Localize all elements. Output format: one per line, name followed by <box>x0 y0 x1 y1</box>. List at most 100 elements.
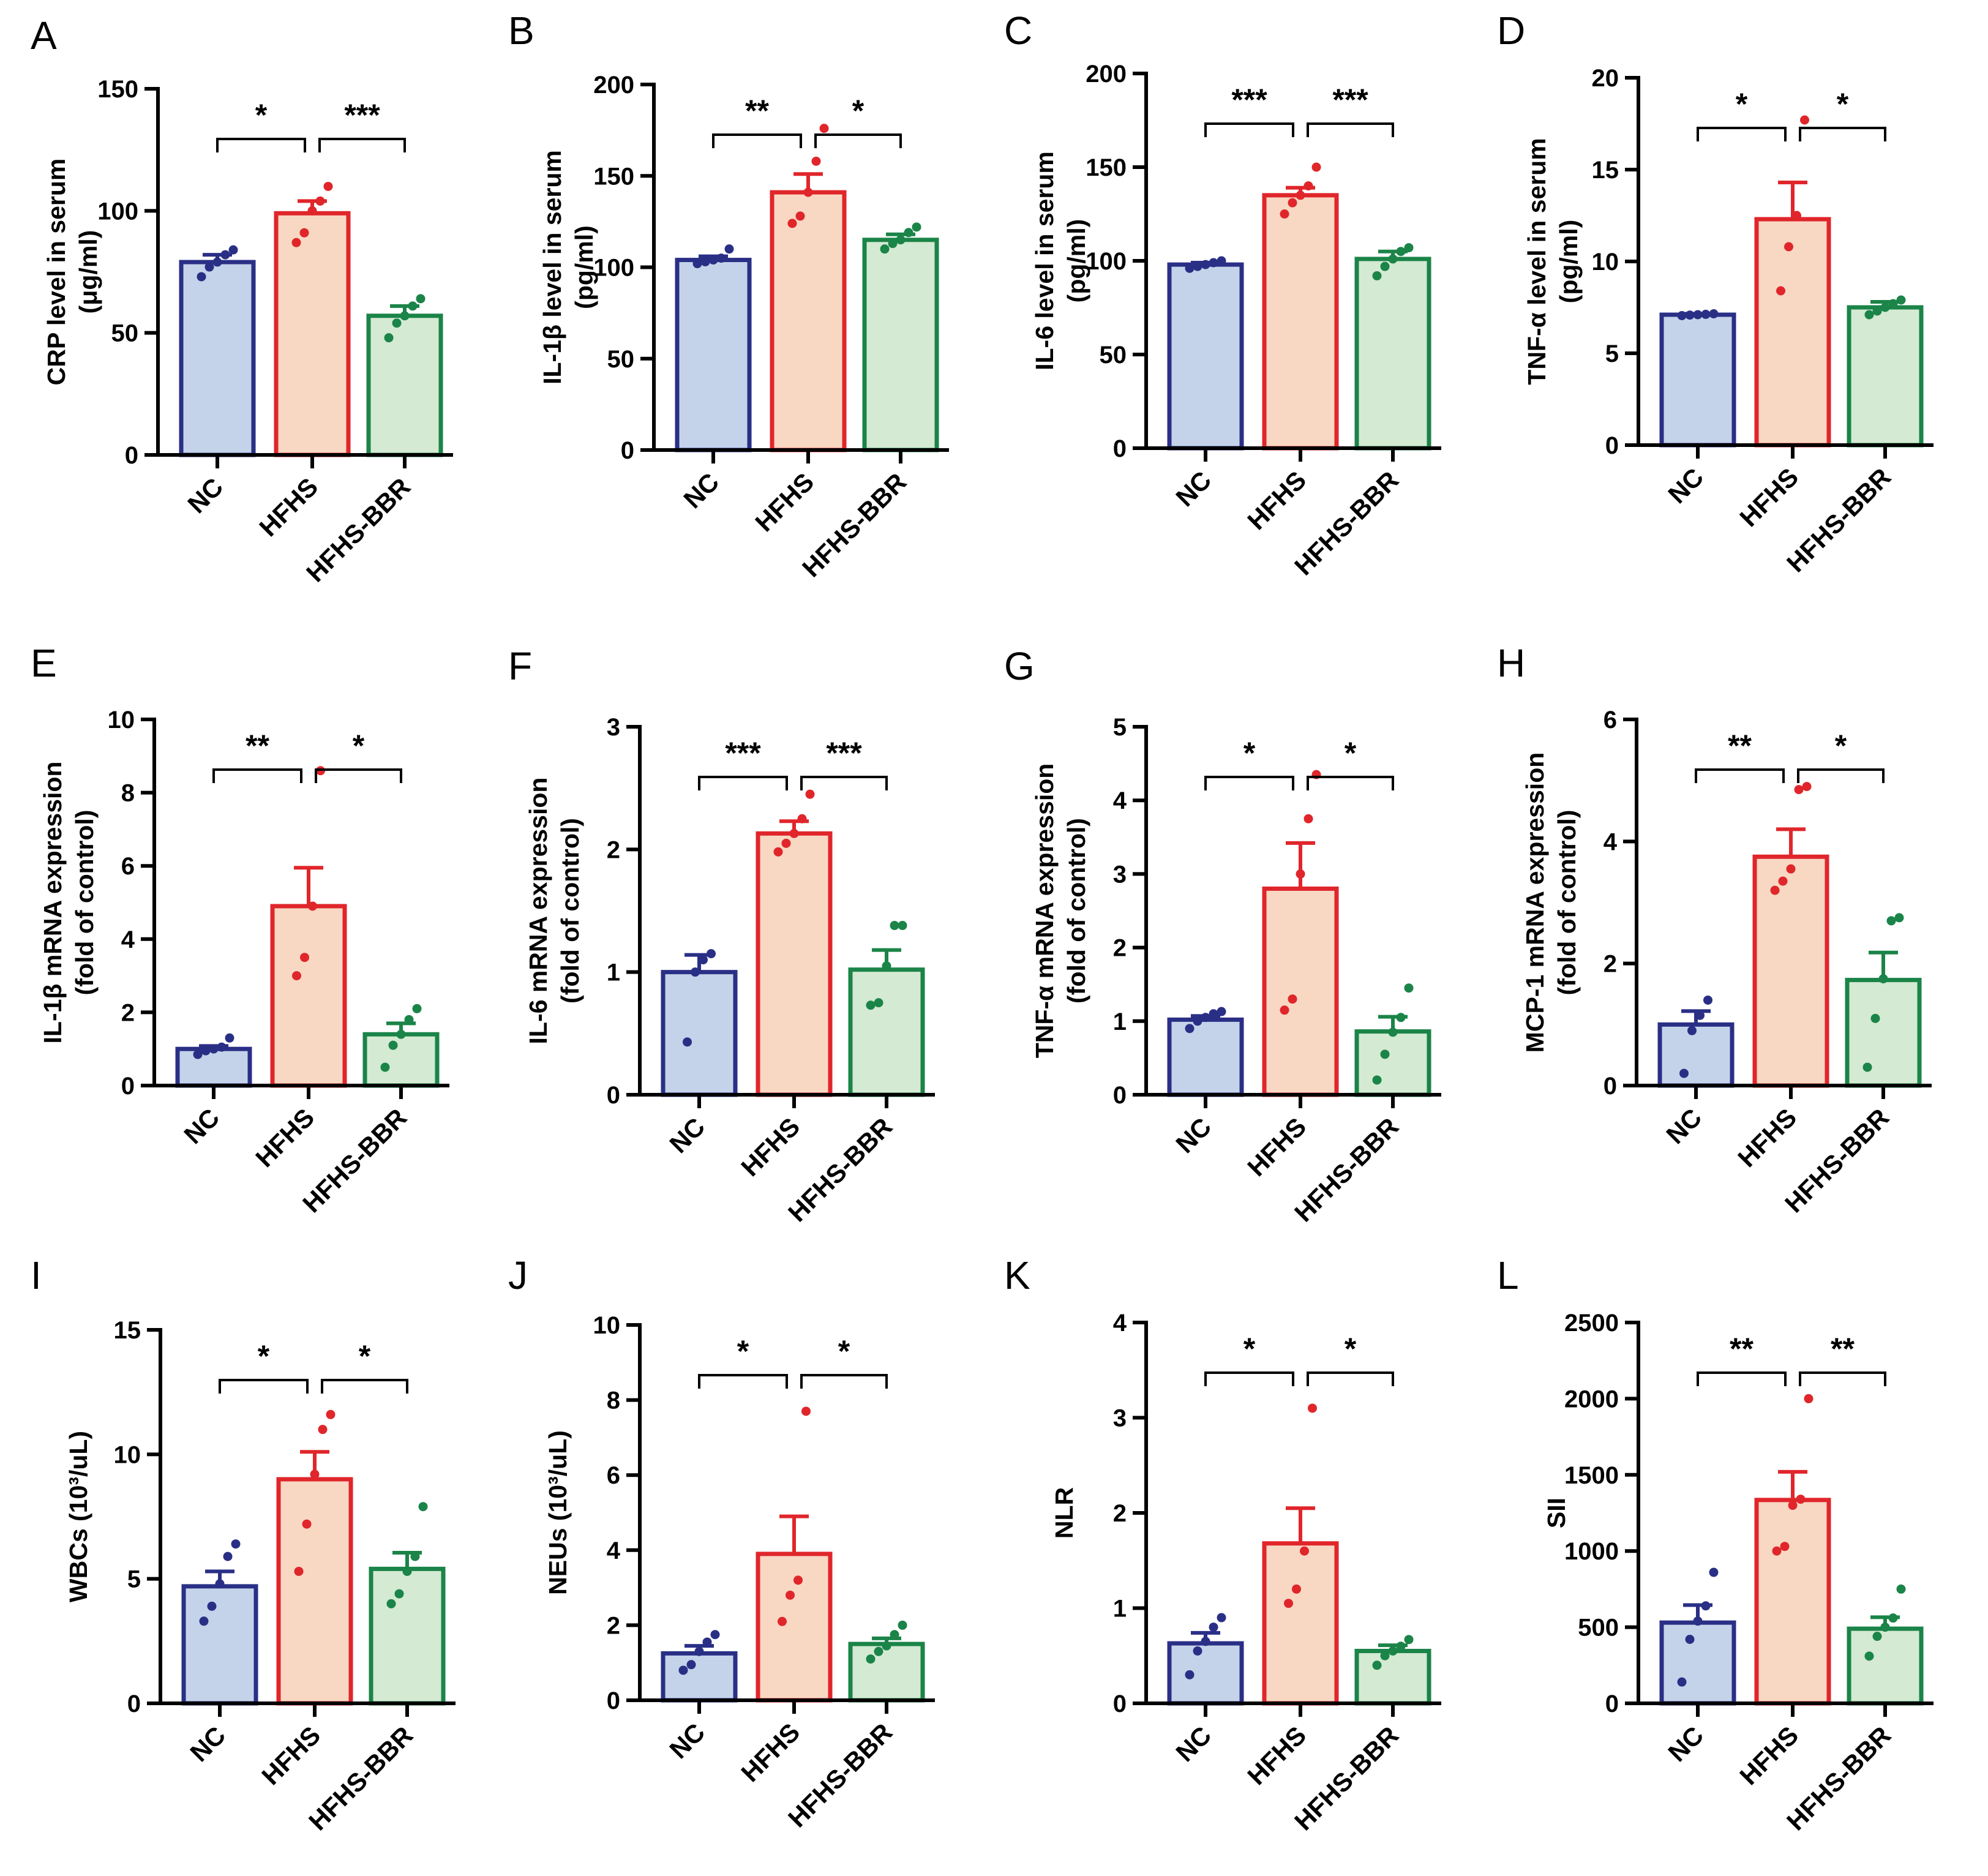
data-point-nc <box>204 262 214 272</box>
panel-letter: G <box>1004 644 1035 688</box>
bar-hfhs-bbr <box>1354 257 1431 451</box>
panel-letter: E <box>31 641 57 685</box>
data-point-hfhs-bbr <box>1894 913 1904 923</box>
data-point-hfhs-bbr <box>866 1000 876 1010</box>
data-point-hfhs <box>1800 115 1809 125</box>
data-point-hfhs-bbr <box>386 1599 396 1608</box>
y-tick-label: 2 <box>607 836 620 863</box>
significance-bracket <box>1695 768 1785 783</box>
bar-hfhs-bbr <box>362 1032 440 1088</box>
y-tick-label: 1 <box>607 959 620 986</box>
data-point-hfhs-bbr <box>1888 299 1898 309</box>
bar-hfhs-bbr <box>1845 978 1922 1088</box>
y-tick-label: 20 <box>1592 65 1619 92</box>
significance-bracket <box>1797 768 1885 783</box>
category-label-nc: NC <box>184 1720 231 1767</box>
data-point-nc <box>1185 1670 1195 1679</box>
category-label-hfhs: HFHS <box>735 1717 805 1787</box>
data-point-hfhs-bbr <box>384 333 394 343</box>
significance-bracket <box>698 1374 788 1389</box>
significance-label: * <box>1243 1332 1256 1366</box>
data-point-hfhs <box>299 228 309 238</box>
data-point-nc <box>1693 1616 1703 1626</box>
bar-nc <box>181 1584 258 1706</box>
data-point-hfhs-bbr <box>1864 310 1874 320</box>
y-tick-label: 2000 <box>1564 1386 1619 1413</box>
data-point-hfhs-bbr <box>1872 306 1882 316</box>
panel-letter: L <box>1497 1253 1519 1297</box>
bar-hfhs <box>276 1477 353 1706</box>
significance-bracket <box>800 1374 888 1389</box>
bar-hfhs <box>1754 217 1831 448</box>
y-tick-label: 6 <box>607 1462 620 1489</box>
data-point-hfhs <box>787 219 797 228</box>
category-label-hfhs: HFHS <box>1242 1112 1311 1182</box>
panel-letter: D <box>1497 9 1525 53</box>
significance-label: ** <box>246 729 269 763</box>
y-tick-label: 50 <box>111 320 139 347</box>
y-tick-label: 8 <box>121 780 135 807</box>
data-point-hfhs <box>789 828 799 838</box>
data-point-hfhs-bbr <box>412 1004 422 1013</box>
significance-label: * <box>1837 87 1849 121</box>
data-point-hfhs <box>1770 885 1780 895</box>
data-point-hfhs-bbr <box>1380 1049 1390 1059</box>
category-label-nc: NC <box>1170 1112 1217 1158</box>
category-label-nc: NC <box>1660 1103 1707 1149</box>
data-point-nc <box>1185 1024 1195 1034</box>
data-point-nc <box>228 245 238 255</box>
y-tick-label: 10 <box>108 707 135 734</box>
data-point-hfhs-bbr <box>1388 254 1398 264</box>
y-axis-title: WBCs (10³/uL) <box>64 1431 92 1602</box>
data-point-nc <box>1201 1013 1210 1022</box>
data-point-hfhs <box>1280 1005 1289 1015</box>
data-point-hfhs-bbr <box>890 1630 899 1640</box>
data-point-hfhs-bbr <box>1886 916 1896 926</box>
data-point-hfhs <box>1296 190 1305 200</box>
panel-letter: H <box>1497 641 1525 685</box>
data-point-nc <box>678 1665 688 1675</box>
y-axis-title: IL-6 mRNA expression <box>524 778 552 1045</box>
significance-bracket <box>1697 1371 1787 1386</box>
y-tick-label: 6 <box>1604 707 1617 734</box>
data-point-hfhs <box>1778 876 1788 886</box>
bar-hfhs <box>756 1551 833 1703</box>
category-label-hfhs: HFHS <box>749 467 819 537</box>
significance-bracket <box>216 138 306 152</box>
category-label-nc: NC <box>664 1717 710 1764</box>
y-tick-label: 5 <box>127 1566 141 1593</box>
data-point-nc <box>217 1042 227 1052</box>
data-point-nc <box>199 1616 209 1626</box>
data-point-hfhs <box>781 838 791 848</box>
data-point-hfhs <box>302 1519 312 1529</box>
y-axis-title: (fold of control) <box>1553 810 1581 996</box>
bar-nc <box>661 970 738 1097</box>
y-tick-label: 2 <box>121 999 135 1026</box>
significance-bracket <box>1307 122 1394 137</box>
y-tick-label: 0 <box>621 437 634 464</box>
bar-hfhs <box>770 190 847 452</box>
significance-bracket <box>219 1379 309 1394</box>
data-point-hfhs-bbr <box>1864 1651 1874 1661</box>
y-tick-label: 1 <box>1113 1008 1127 1035</box>
y-axis-title: (fold of control) <box>1062 818 1090 1004</box>
data-point-nc <box>193 1049 203 1059</box>
category-label-hfhs: HFHS <box>735 1112 805 1182</box>
data-point-nc <box>201 1046 211 1056</box>
category-label-hfhs: HFHS <box>1734 462 1804 532</box>
data-point-hfhs-bbr <box>1870 1013 1880 1023</box>
y-tick-label: 5 <box>1113 714 1127 741</box>
data-point-hfhs-bbr <box>888 239 898 249</box>
bar-hfhs <box>756 831 833 1097</box>
y-tick-label: 200 <box>593 72 634 99</box>
y-tick-label: 10 <box>593 1312 621 1339</box>
significance-bracket <box>212 768 302 783</box>
data-point-nc <box>220 250 230 260</box>
data-point-nc <box>1685 310 1695 320</box>
y-tick-label: 0 <box>1113 1690 1127 1717</box>
data-point-hfhs-bbr <box>1880 302 1890 312</box>
y-axis-title: SII <box>1542 1498 1570 1528</box>
